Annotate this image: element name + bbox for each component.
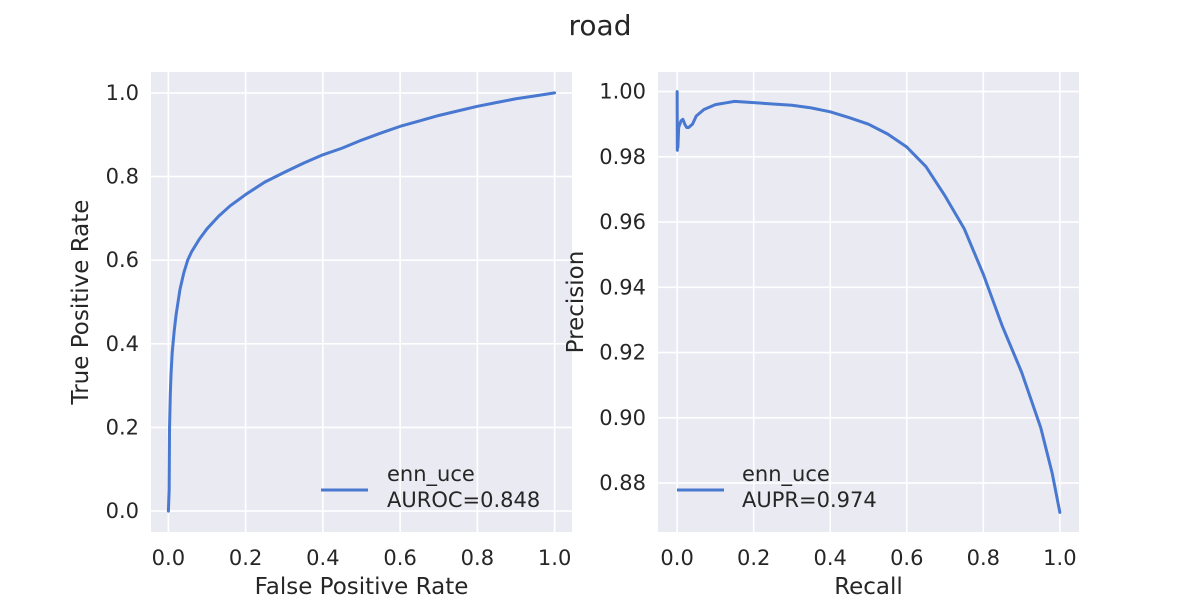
roc-x-tick-label: 0.8 [461,546,494,570]
roc-x-tick-label: 0.0 [152,546,185,570]
pr-legend-metric: AUPR=0.974 [742,488,877,512]
roc-y-tick-label: 0.0 [106,499,139,523]
pr-y-tick-label: 0.98 [599,145,646,169]
pr-x-tick-label: 1.0 [1043,546,1076,570]
figure-title: road [569,9,632,42]
roc-y-axis-label: True Positive Rate [68,200,94,406]
pr-x-tick-label: 0.8 [967,546,1000,570]
pr-y-tick-label: 0.90 [599,406,646,430]
pr-x-tick-label: 0.6 [890,546,923,570]
pr-panel: 0.0 0.2 0.4 0.6 0.8 1.0 0.88 0.90 0.92 0.94 0.96 0.… [563,72,1079,600]
roc-series-line [166,91,557,513]
pr-y-tick-label: 0.92 [599,341,646,365]
pr-x-tick-label: 0.0 [660,546,693,570]
roc-y-tick-label: 0.4 [106,332,139,356]
pr-y-axis-label: Precision [563,251,589,354]
roc-y-tick-label: 0.6 [106,248,139,272]
roc-x-tick-label: 0.6 [383,546,416,570]
pr-x-tick-label: 0.2 [737,546,770,570]
pr-legend-series-name: enn_uce [742,462,830,487]
roc-plot-area [151,72,572,532]
roc-legend-metric: AUROC=0.848 [387,488,540,512]
roc-panel: 0.0 0.2 0.4 0.6 0.8 1.0 0.0 0.2 0.4 0.6 0.8 1.0 Fals… [68,72,572,600]
pr-x-axis-label: Recall [834,574,903,600]
pr-series-line [675,90,1062,514]
pr-y-tick-label: 1.00 [599,80,646,104]
roc-x-tick-label: 0.4 [306,546,339,570]
pr-y-tick-label: 0.94 [599,275,646,299]
roc-y-tick-label: 0.2 [106,415,139,439]
roc-x-tick-label: 1.0 [538,546,571,570]
pr-plot-area [658,72,1079,532]
pr-y-tick-label: 0.96 [599,210,646,234]
roc-x-tick-label: 0.2 [229,546,262,570]
pr-y-tick-label: 0.88 [599,471,646,495]
roc-x-axis-label: False Positive Rate [255,574,469,600]
roc-y-tick-label: 0.8 [106,165,139,189]
roc-y-tick-label: 1.0 [106,81,139,105]
pr-x-tick-label: 0.4 [814,546,847,570]
roc-legend-series-name: enn_uce [387,462,475,487]
